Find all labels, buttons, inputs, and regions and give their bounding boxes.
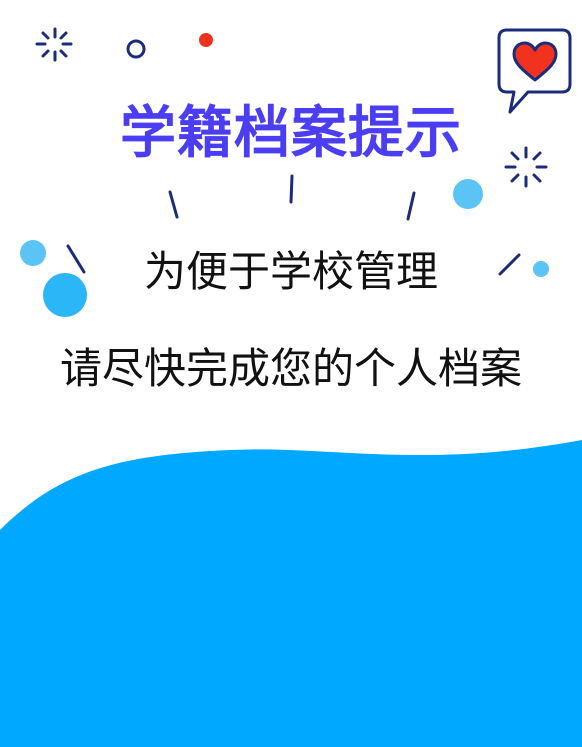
heart-speech-bubble-icon	[497, 28, 572, 114]
sparkle-icon	[35, 27, 73, 62]
radiating-lines	[66, 174, 521, 276]
blue-wave-shape	[0, 440, 582, 747]
light-blue-dot	[533, 261, 549, 277]
light-blue-dot	[20, 240, 46, 266]
red-dot	[199, 33, 213, 47]
light-blue-dot	[43, 273, 87, 317]
page-title: 学籍档案提示	[120, 101, 462, 166]
message-line-1: 为便于学校管理	[143, 247, 438, 296]
sparkle-icon	[504, 146, 548, 188]
ring-icon	[126, 39, 146, 59]
message-line-2: 请尽快完成您的个人档案	[59, 344, 522, 393]
light-blue-dot	[453, 179, 483, 209]
